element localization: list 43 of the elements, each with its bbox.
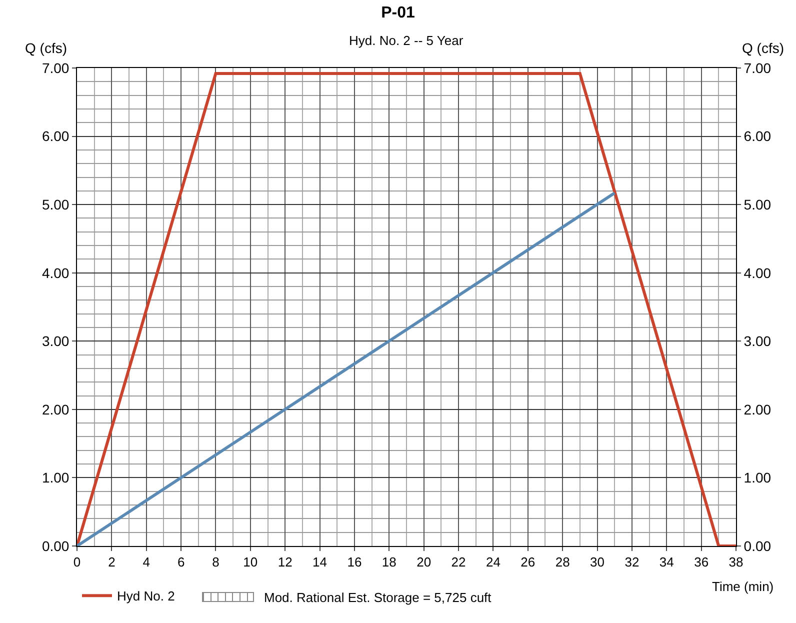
- y2-tick-label: 5.00: [744, 196, 772, 212]
- y-tick-label: 2.00: [42, 401, 70, 418]
- x-tick-label: 20: [416, 554, 432, 570]
- x-tick-label: 32: [624, 554, 640, 570]
- y-tick-label: 3.00: [42, 333, 70, 350]
- y-tick-label: 0.00: [42, 538, 70, 554]
- x-tick-label: 4: [142, 554, 150, 570]
- y2-tick-label: 0.00: [744, 538, 772, 554]
- x-tick-label: 16: [347, 554, 362, 570]
- x-tick-label: 8: [212, 554, 220, 570]
- x-tick-label: 38: [728, 554, 744, 570]
- x-tick-label: 2: [108, 554, 116, 570]
- x-tick-label: 22: [451, 554, 466, 570]
- y-tick-label: 1.00: [42, 470, 70, 486]
- x-tick-label: 26: [520, 554, 536, 570]
- x-tick-label: 24: [486, 554, 500, 570]
- x-tick-label: 12: [278, 554, 292, 570]
- y-tick-label: 4.00: [42, 264, 70, 281]
- legend-label: Hyd No. 2: [117, 588, 175, 604]
- x-tick-label: 18: [382, 554, 396, 570]
- y2-axis-title: Q (cfs): [742, 40, 784, 56]
- x-tick-label: 6: [177, 554, 185, 570]
- x-tick-label: 36: [694, 554, 709, 570]
- y2-tick-label: 7.00: [744, 60, 772, 76]
- chart-title: P-01: [381, 4, 415, 22]
- x-tick-label: 10: [243, 554, 258, 570]
- y2-tick-label: 3.00: [744, 333, 772, 350]
- y2-tick-label: 1.00: [744, 470, 772, 486]
- y-tick-label: 5.00: [42, 196, 70, 212]
- chart-subtitle: Hyd. No. 2 -- 5 Year: [349, 33, 464, 48]
- x-tick-label: 28: [555, 554, 570, 570]
- y2-tick-label: 6.00: [744, 128, 772, 144]
- y-tick-label: 6.00: [42, 128, 70, 144]
- x-tick-label: 34: [659, 554, 674, 570]
- x-tick-label: 0: [73, 554, 81, 570]
- y2-tick-label: 2.00: [744, 401, 772, 418]
- y2-tick-label: 4.00: [744, 264, 772, 281]
- y-axis-title: Q (cfs): [25, 40, 67, 56]
- x-tick-label: 14: [312, 554, 328, 570]
- text: Mod. Rational Est. Storage = 5,725 cuft: [264, 590, 492, 605]
- y-tick-label: 7.00: [42, 60, 70, 76]
- x-axis-title: Time (min): [712, 579, 774, 594]
- x-tick-label: 30: [590, 554, 604, 570]
